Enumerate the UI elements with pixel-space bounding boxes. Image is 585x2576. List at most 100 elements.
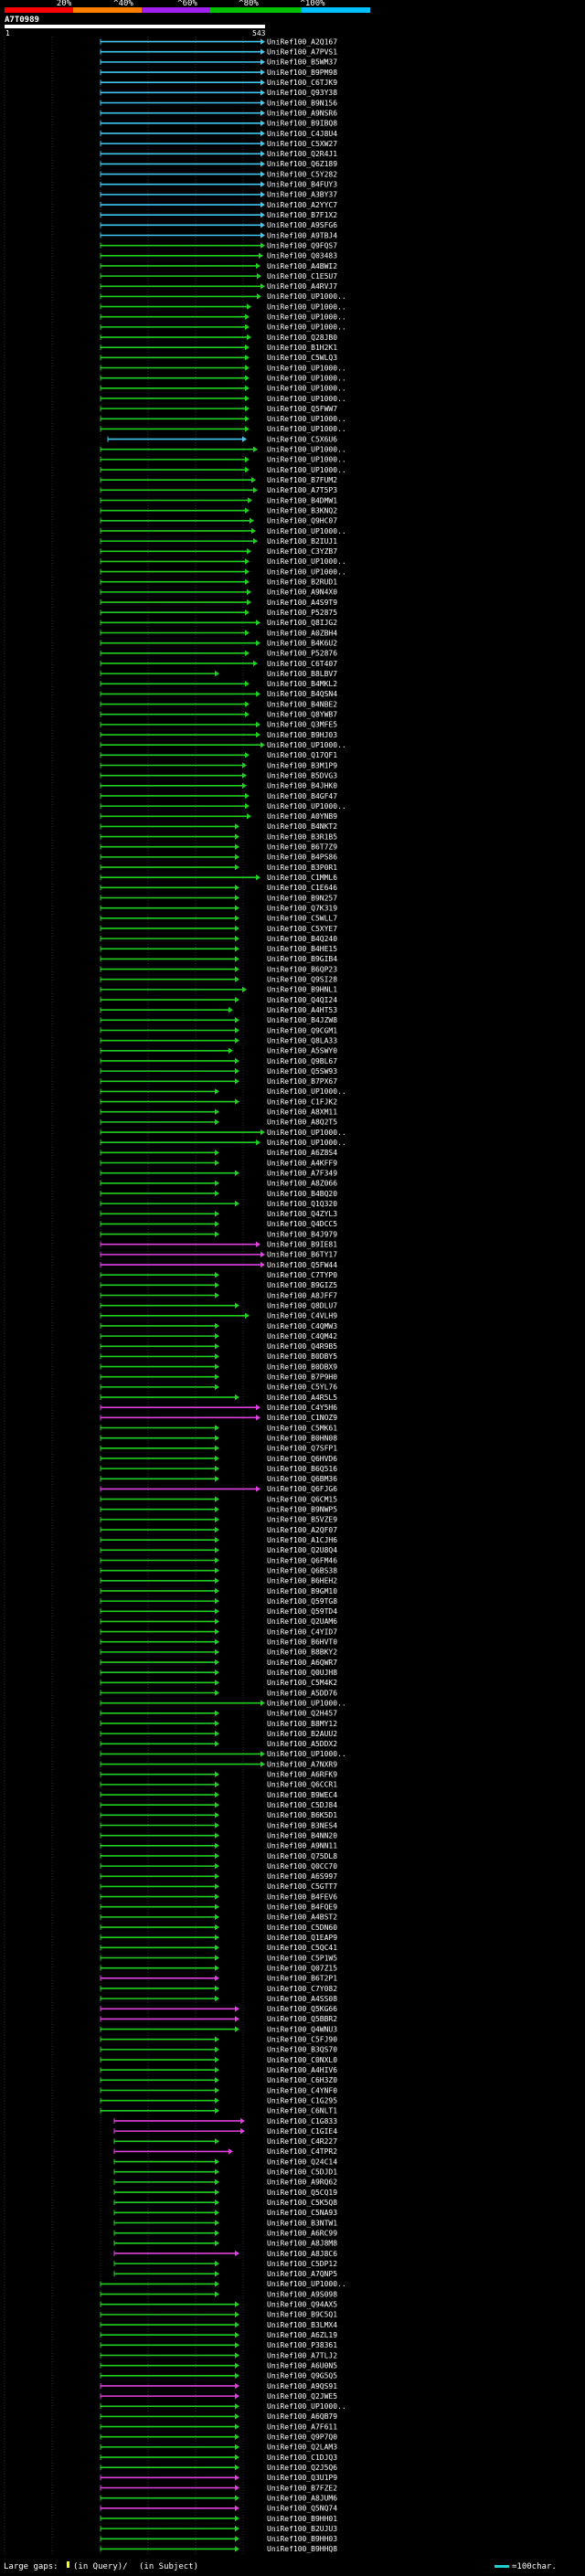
hit-label[interactable]: UniRef100_C4QMW3 — [267, 1322, 337, 1330]
hit-label[interactable]: UniRef100_A2QF07 — [267, 1526, 337, 1534]
hit-label[interactable]: UniRef100_B7FUM2 — [267, 476, 337, 484]
hit-label[interactable]: UniRef100_B0DBY5 — [267, 1352, 337, 1361]
hit-label[interactable]: UniRef100_A2YYC7 — [267, 201, 337, 209]
hit-label[interactable]: UniRef100_Q4R9B5 — [267, 1342, 337, 1351]
hit-label[interactable]: UniRef100_A9QS91 — [267, 2382, 337, 2390]
hit-label[interactable]: UniRef100_Q59TG8 — [267, 1597, 337, 1606]
hit-label[interactable]: UniRef100_Q8YWB7 — [267, 711, 337, 719]
hit-label[interactable]: UniRef100_A8Z066 — [267, 1180, 337, 1188]
hit-label[interactable]: UniRef100_UP1000.. — [267, 302, 346, 311]
hit-label[interactable]: UniRef100_Q7SFP1 — [267, 1445, 337, 1453]
hit-label[interactable]: UniRef100_A7F349 — [267, 1169, 337, 1177]
hit-label[interactable]: UniRef100_Q5CQ19 — [267, 2189, 337, 2197]
hit-label[interactable]: UniRef100_Q1Q320 — [267, 1200, 337, 1208]
hit-label[interactable]: UniRef100_Q2JWE5 — [267, 2392, 337, 2401]
hit-label[interactable]: UniRef100_Q4ZYL3 — [267, 1210, 337, 1218]
hit-label[interactable]: UniRef100_Q1EAP9 — [267, 1934, 337, 1942]
hit-label[interactable]: UniRef100_B4JHK0 — [267, 782, 337, 790]
hit-label[interactable]: UniRef100_B7FZE2 — [267, 2484, 337, 2492]
hit-label[interactable]: UniRef100_A8J8M8 — [267, 2240, 337, 2248]
hit-label[interactable]: UniRef100_B4DMW1 — [267, 496, 337, 504]
hit-label[interactable]: UniRef100_UP1000.. — [267, 323, 346, 332]
hit-label[interactable]: UniRef100_C1GIE4 — [267, 2127, 337, 2136]
hit-label[interactable]: UniRef100_A1CJH6 — [267, 1536, 337, 1544]
hit-label[interactable]: UniRef100_B7P9H0 — [267, 1373, 337, 1382]
hit-label[interactable]: UniRef100_C5XYE7 — [267, 925, 337, 933]
hit-label[interactable]: UniRef100_B4HE15 — [267, 945, 337, 953]
hit-label[interactable]: UniRef100_P52876 — [267, 650, 337, 658]
hit-label[interactable]: UniRef100_A6RFK9 — [267, 1771, 337, 1779]
hit-label[interactable]: UniRef100_C5P1W5 — [267, 1954, 337, 1962]
hit-label[interactable]: UniRef100_B4NN20 — [267, 1831, 337, 1839]
hit-label[interactable]: UniRef100_UP1000.. — [267, 741, 346, 749]
hit-label[interactable]: UniRef100_C5YL76 — [267, 1383, 337, 1392]
hit-label[interactable]: UniRef100_B2UJU3 — [267, 2525, 337, 2533]
hit-label[interactable]: UniRef100_Q5SW93 — [267, 1067, 337, 1076]
hit-label[interactable]: UniRef100_A4BST2 — [267, 1913, 337, 1922]
hit-label[interactable]: UniRef100_A7QNP5 — [267, 2270, 337, 2278]
hit-label[interactable]: UniRef100_UP1000.. — [267, 1129, 346, 1137]
hit-label[interactable]: UniRef100_B9GIB4 — [267, 955, 337, 963]
hit-label[interactable]: UniRef100_Q5FWW7 — [267, 405, 337, 413]
hit-label[interactable]: UniRef100_A3BY37 — [267, 191, 337, 199]
hit-label[interactable]: UniRef100_A4SS08 — [267, 1995, 337, 2003]
hit-label[interactable]: UniRef100_A5DD76 — [267, 1689, 337, 1697]
hit-label[interactable]: UniRef100_C4J8U4 — [267, 130, 337, 138]
hit-label[interactable]: UniRef100_B1H2K1 — [267, 344, 337, 352]
hit-label[interactable]: UniRef100_B9N257 — [267, 894, 337, 902]
hit-label[interactable]: UniRef100_Q6FJG6 — [267, 1485, 337, 1493]
hit-label[interactable]: UniRef100_B9IBQ8 — [267, 120, 337, 128]
hit-label[interactable]: UniRef100_UP1000.. — [267, 385, 346, 393]
hit-label[interactable]: UniRef100_B3P0R1 — [267, 864, 337, 872]
hit-label[interactable]: UniRef100_Q6FM46 — [267, 1556, 337, 1564]
hit-label[interactable]: UniRef100_C5K5Q8 — [267, 2199, 337, 2207]
hit-label[interactable]: UniRef100_UP1000.. — [267, 446, 346, 454]
hit-label[interactable]: UniRef100_Q59TD4 — [267, 1607, 337, 1616]
hit-label[interactable]: UniRef100_C5DN60 — [267, 1924, 337, 1932]
hit-label[interactable]: UniRef100_Q24C14 — [267, 2157, 337, 2166]
hit-label[interactable]: UniRef100_Q8IJG2 — [267, 619, 337, 627]
hit-label[interactable]: UniRef100_C1DJQ3 — [267, 2454, 337, 2462]
hit-label[interactable]: UniRef100_A8JUM6 — [267, 2494, 337, 2502]
hit-label[interactable]: UniRef100_A4RVJ7 — [267, 282, 337, 291]
hit-label[interactable]: UniRef100_C1E5U7 — [267, 272, 337, 281]
hit-label[interactable]: UniRef100_C5FJ90 — [267, 2036, 337, 2044]
hit-label[interactable]: UniRef100_Q0CC70 — [267, 1862, 337, 1871]
hit-label[interactable]: UniRef100_B4NKT2 — [267, 822, 337, 831]
hit-label[interactable]: UniRef100_B0DBX9 — [267, 1362, 337, 1371]
hit-label[interactable]: UniRef100_B4J979 — [267, 1230, 337, 1238]
hit-label[interactable]: UniRef100_B6HEH2 — [267, 1577, 337, 1585]
hit-label[interactable]: UniRef100_A6QWR7 — [267, 1659, 337, 1667]
hit-label[interactable]: UniRef100_B6HVT0 — [267, 1638, 337, 1647]
hit-label[interactable]: UniRef100_Q6BS38 — [267, 1566, 337, 1574]
hit-label[interactable]: UniRef100_C6NLT1 — [267, 2107, 337, 2115]
hit-label[interactable]: UniRef100_UP1000.. — [267, 557, 346, 566]
hit-label[interactable]: UniRef100_UP1000.. — [267, 395, 346, 403]
hit-label[interactable]: UniRef100_B4GF47 — [267, 792, 337, 800]
hit-label[interactable]: UniRef100_B2AUU2 — [267, 1730, 337, 1738]
hit-label[interactable]: UniRef100_B4MKL2 — [267, 680, 337, 688]
hit-label[interactable]: UniRef100_C1NOZ9 — [267, 1414, 337, 1422]
hit-label[interactable]: UniRef100_Q9SI28 — [267, 976, 337, 984]
hit-label[interactable]: UniRef100_Q93Y38 — [267, 89, 337, 97]
hit-label[interactable]: UniRef100_B9HNL1 — [267, 986, 337, 994]
hit-label[interactable]: UniRef100_Q5NQ74 — [267, 2505, 337, 2513]
hit-label[interactable]: UniRef100_B4FQE9 — [267, 1903, 337, 1912]
hit-label[interactable]: UniRef100_Q9BL67 — [267, 1057, 337, 1065]
hit-label[interactable]: UniRef100_B4Q240 — [267, 935, 337, 943]
hit-label[interactable]: UniRef100_A4HT53 — [267, 1006, 337, 1014]
hit-label[interactable]: UniRef100_C4TPR2 — [267, 2147, 337, 2156]
hit-label[interactable]: UniRef100_B3KNQ2 — [267, 506, 337, 514]
hit-label[interactable]: UniRef100_A2Q167 — [267, 37, 337, 46]
hit-label[interactable]: UniRef100_C5WLL7 — [267, 915, 337, 923]
hit-label[interactable]: UniRef100_C6TJK9 — [267, 79, 337, 87]
hit-label[interactable]: UniRef100_A4BWI2 — [267, 262, 337, 270]
hit-label[interactable]: UniRef100_B3NTW1 — [267, 2219, 337, 2227]
hit-label[interactable]: UniRef100_B9N156 — [267, 99, 337, 107]
hit-label[interactable]: UniRef100_UP1000.. — [267, 2402, 346, 2411]
hit-label[interactable]: UniRef100_B9IE81 — [267, 1241, 337, 1249]
hit-label[interactable]: UniRef100_P38361 — [267, 2341, 337, 2349]
hit-label[interactable]: UniRef100_Q07Z15 — [267, 1964, 337, 1972]
hit-label[interactable]: UniRef100_B3NES4 — [267, 1821, 337, 1829]
hit-label[interactable]: UniRef100_A6Z8S4 — [267, 1149, 337, 1157]
